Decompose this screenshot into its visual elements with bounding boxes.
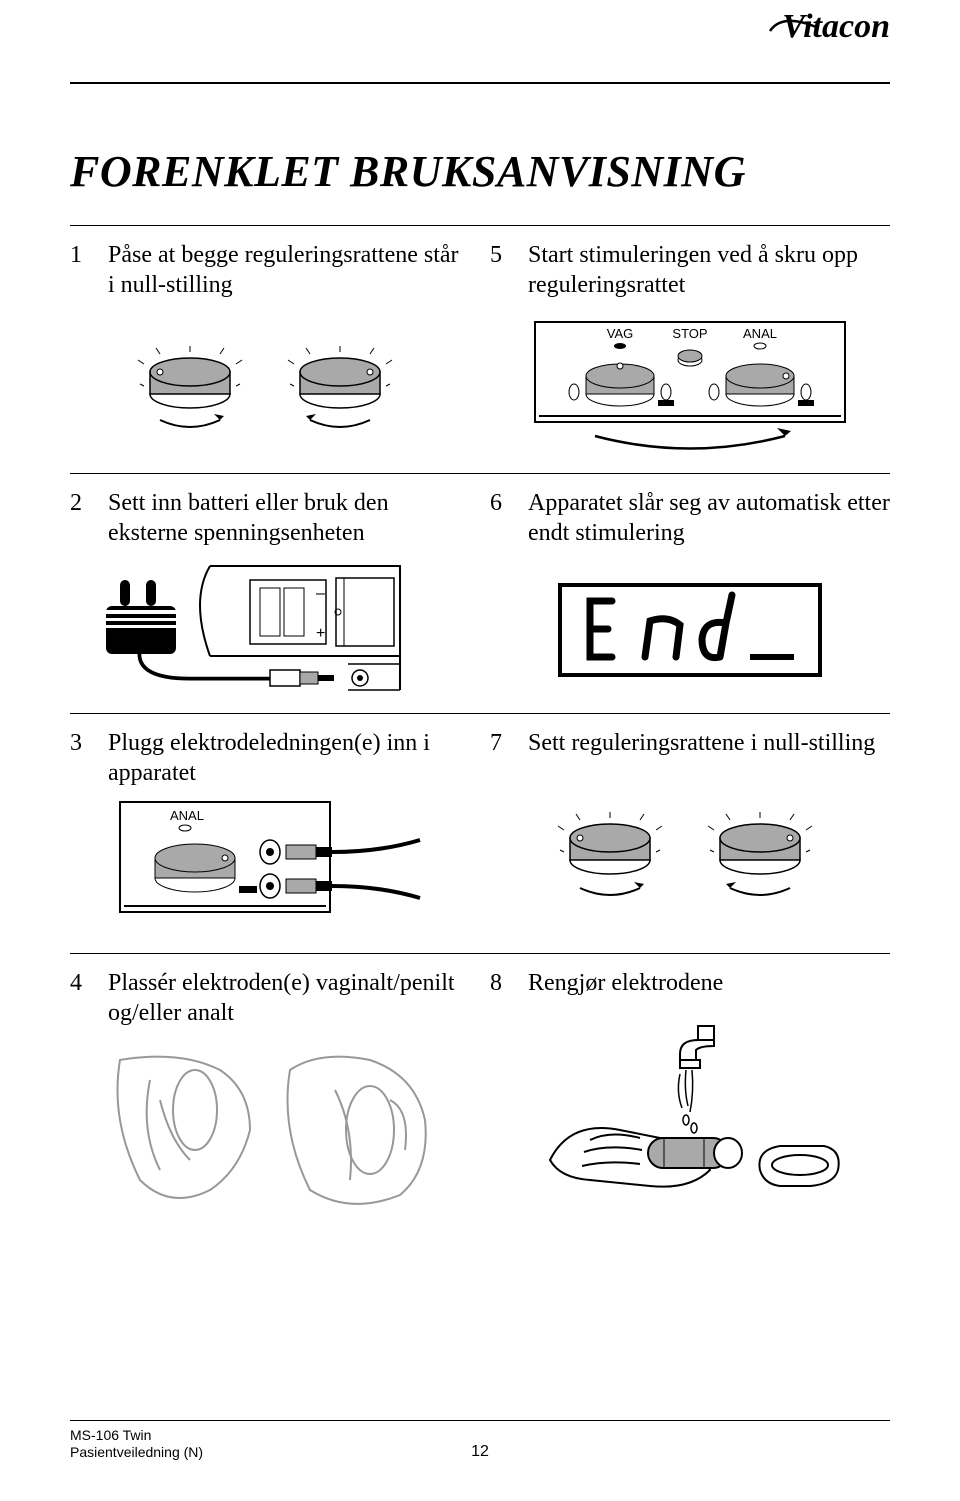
step-text: Plugg elektrodeledningen(e) inn i appara…: [108, 728, 470, 788]
step-number: 4: [70, 968, 94, 998]
step-4: 4 Plassér elektroden(e) vaginalt/penilt …: [70, 953, 480, 1233]
illustration-two-knobs-return: [490, 766, 890, 943]
page-number: 12: [0, 1443, 960, 1461]
illustration-battery-psu: – +: [70, 556, 470, 703]
anal-label: ANAL: [743, 326, 777, 341]
page-title: FORENKLET BRUKSANVISNING: [70, 146, 890, 197]
header-rule: [70, 82, 890, 84]
step-text: Påse at begge reguleringsrattene står i …: [108, 240, 470, 300]
step-text: Sett inn batteri eller bruk den eksterne…: [108, 488, 470, 548]
brand-logo: Vitacon: [782, 8, 890, 46]
step-text: Sett reguleringsrattene i null-stilling: [528, 728, 875, 758]
step-number: 1: [70, 240, 94, 270]
illustration-two-knobs-zero: [70, 308, 470, 463]
vag-label: VAG: [607, 326, 634, 341]
illustration-display-end: [490, 556, 890, 703]
step-text: Rengjør elektrodene: [528, 968, 723, 998]
step-number: 6: [490, 488, 514, 518]
illustration-anatomy: [70, 1036, 470, 1223]
footer-line-1: MS-106 Twin: [70, 1427, 203, 1444]
illustration-plug-leads: ANAL: [70, 796, 470, 946]
step-number: 2: [70, 488, 94, 518]
steps-grid: 1 Påse at begge reguleringsrattene står …: [70, 225, 890, 1233]
step-number: 5: [490, 240, 514, 270]
footer-rule: [70, 1420, 890, 1421]
step-5: 5 Start stimuleringen ved å skru opp reg…: [480, 225, 890, 473]
step-7: 7 Sett reguleringsrattene i null-stillin…: [480, 713, 890, 953]
step-text: Start stimuleringen ved å skru opp regul…: [528, 240, 890, 300]
step-2: 2 Sett inn batteri eller bruk den ekster…: [70, 473, 480, 713]
step-text: Plassér elektroden(e) vaginalt/penilt og…: [108, 968, 470, 1028]
step-number: 8: [490, 968, 514, 998]
step-number: 3: [70, 728, 94, 758]
illustration-device-panel: VAG STOP ANAL: [490, 308, 890, 463]
minus-label: –: [316, 585, 325, 602]
step-3: 3 Plugg elektrodeledningen(e) inn i appa…: [70, 713, 480, 953]
illustration-wash-electrode: [490, 1006, 890, 1223]
anal-label: ANAL: [170, 808, 204, 823]
step-1: 1 Påse at begge reguleringsrattene står …: [70, 225, 480, 473]
step-text: Apparatet slår seg av automatisk etter e…: [528, 488, 890, 548]
step-6: 6 Apparatet slår seg av automatisk etter…: [480, 473, 890, 713]
logo-swoosh-icon: [768, 6, 818, 24]
plus-label: +: [316, 625, 325, 642]
stop-label: STOP: [672, 326, 707, 341]
step-8: 8 Rengjør elektrodene: [480, 953, 890, 1233]
step-number: 7: [490, 728, 514, 758]
